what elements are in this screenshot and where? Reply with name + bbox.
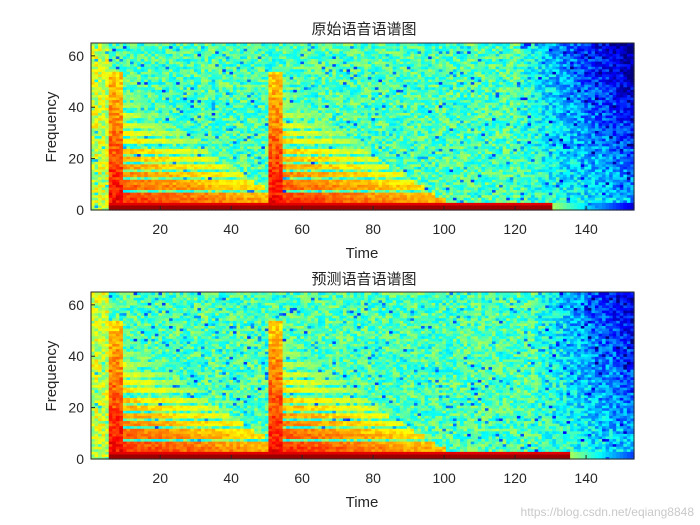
- x-axis-label-predicted: Time: [346, 494, 379, 511]
- x-tick-label-predicted: 40: [223, 470, 239, 486]
- plot-frame-predicted: [90, 291, 635, 460]
- x-tick-label-predicted: 140: [574, 470, 598, 486]
- plot-frame-original: [90, 42, 635, 211]
- axis-ticks-predicted: 20 40 60 80 100 120 140 0 20 40 60: [68, 297, 598, 486]
- spectrogram-panel-predicted: 预测语音语谱图 20 40 60 80 100 120 140 0 20 40 60 Time Fr…: [43, 270, 635, 511]
- x-tick-label-original: 60: [294, 221, 310, 237]
- axis-ticks-original: 20 40 60 80 100 120 140 0 20 40 60: [68, 48, 598, 237]
- spectrogram-panel-original: 原始语音语谱图 20 40 60 80 100 120 140 0 20 40 60 Time Fr…: [43, 20, 635, 262]
- y-tick-label-predicted: 60: [68, 297, 84, 313]
- y-tick-label-original: 60: [68, 48, 84, 64]
- x-tick-label-predicted: 100: [432, 470, 456, 486]
- x-tick-label-predicted: 60: [294, 470, 310, 486]
- x-axis-label-original: Time: [346, 245, 379, 262]
- x-tick-label-original: 80: [365, 221, 381, 237]
- x-tick-label-predicted: 80: [365, 470, 381, 486]
- x-tick-label-original: 140: [574, 221, 598, 237]
- heatmap-predicted: [91, 292, 635, 460]
- x-tick-label-original: 120: [503, 221, 527, 237]
- y-tick-label-original: 20: [68, 151, 84, 167]
- x-tick-label-original: 40: [223, 221, 239, 237]
- watermark: https://blog.csdn.net/eqiang8848: [520, 505, 694, 519]
- x-tick-label-original: 100: [432, 221, 456, 237]
- heatmap-original: [91, 43, 635, 211]
- y-tick-label-predicted: 40: [68, 348, 84, 364]
- x-tick-label-original: 20: [152, 221, 168, 237]
- y-tick-label-predicted: 0: [76, 451, 84, 467]
- x-tick-label-predicted: 120: [503, 470, 527, 486]
- y-tick-label-predicted: 20: [68, 400, 84, 416]
- y-tick-label-original: 0: [76, 202, 84, 218]
- y-axis-label-predicted: Frequency: [43, 340, 60, 411]
- chart-title-predicted: 预测语音语谱图: [311, 270, 416, 288]
- chart-title-original: 原始语音语谱图: [311, 20, 416, 38]
- y-tick-label-original: 40: [68, 99, 84, 115]
- x-tick-label-predicted: 20: [152, 470, 168, 486]
- y-axis-label-original: Frequency: [43, 91, 60, 162]
